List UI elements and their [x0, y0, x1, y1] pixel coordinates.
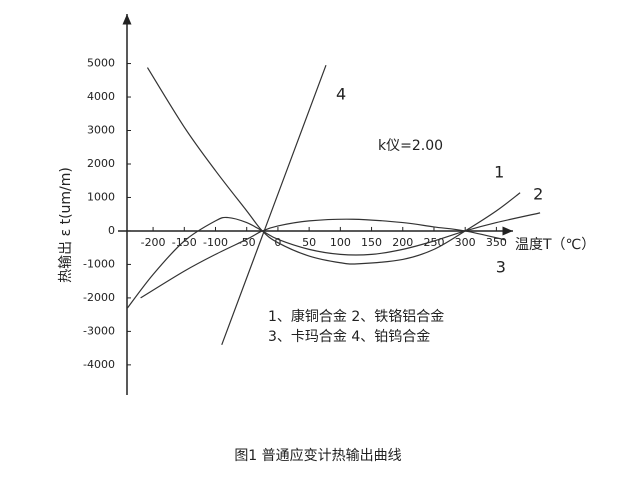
x-axis-label: 温度T（℃） [515, 237, 595, 253]
y-tick-label: -1000 [83, 257, 115, 270]
series-label: 4 [336, 85, 346, 104]
annotation: k仪=2.00 [378, 138, 443, 154]
y-tick-label: 0 [108, 224, 115, 237]
y-tick-label: 2000 [87, 157, 115, 170]
y-tick-label: -3000 [83, 324, 115, 337]
series-label: 2 [533, 184, 543, 203]
series-line [146, 67, 521, 265]
x-tick-label: 100 [330, 236, 351, 249]
x-tick-label: 150 [361, 236, 382, 249]
y-tick-label: 4000 [87, 90, 115, 103]
series-label: 3 [496, 257, 506, 276]
x-tick-label: 50 [302, 236, 316, 249]
legend-note: 1、康铜合金 2、铁铬铝合金 [268, 308, 444, 325]
y-axis-label: 热输出 ε t(um/m) [58, 167, 74, 283]
x-tick-label: -50 [238, 236, 256, 249]
series-label: 1 [494, 162, 504, 181]
x-tick-label: 250 [423, 236, 444, 249]
x-tick-label: -200 [141, 236, 166, 249]
x-tick-label: -100 [203, 236, 228, 249]
x-tick-label: 300 [455, 236, 476, 249]
series-line [140, 218, 506, 299]
y-tick-label: 3000 [87, 124, 115, 137]
caption: 图1 普通应变计热输出曲线 [234, 447, 401, 464]
y-tick-label: 5000 [87, 57, 115, 70]
y-tick-label: -2000 [83, 291, 115, 304]
y-tick-label: -4000 [83, 358, 115, 371]
legend-note: 3、卡玛合金 4、铂钨合金 [268, 329, 430, 345]
y-tick-label: 1000 [87, 190, 115, 203]
series-line [221, 65, 327, 345]
x-tick-label: -150 [172, 236, 197, 249]
series-line [127, 212, 541, 309]
x-tick-label: 200 [392, 236, 413, 249]
